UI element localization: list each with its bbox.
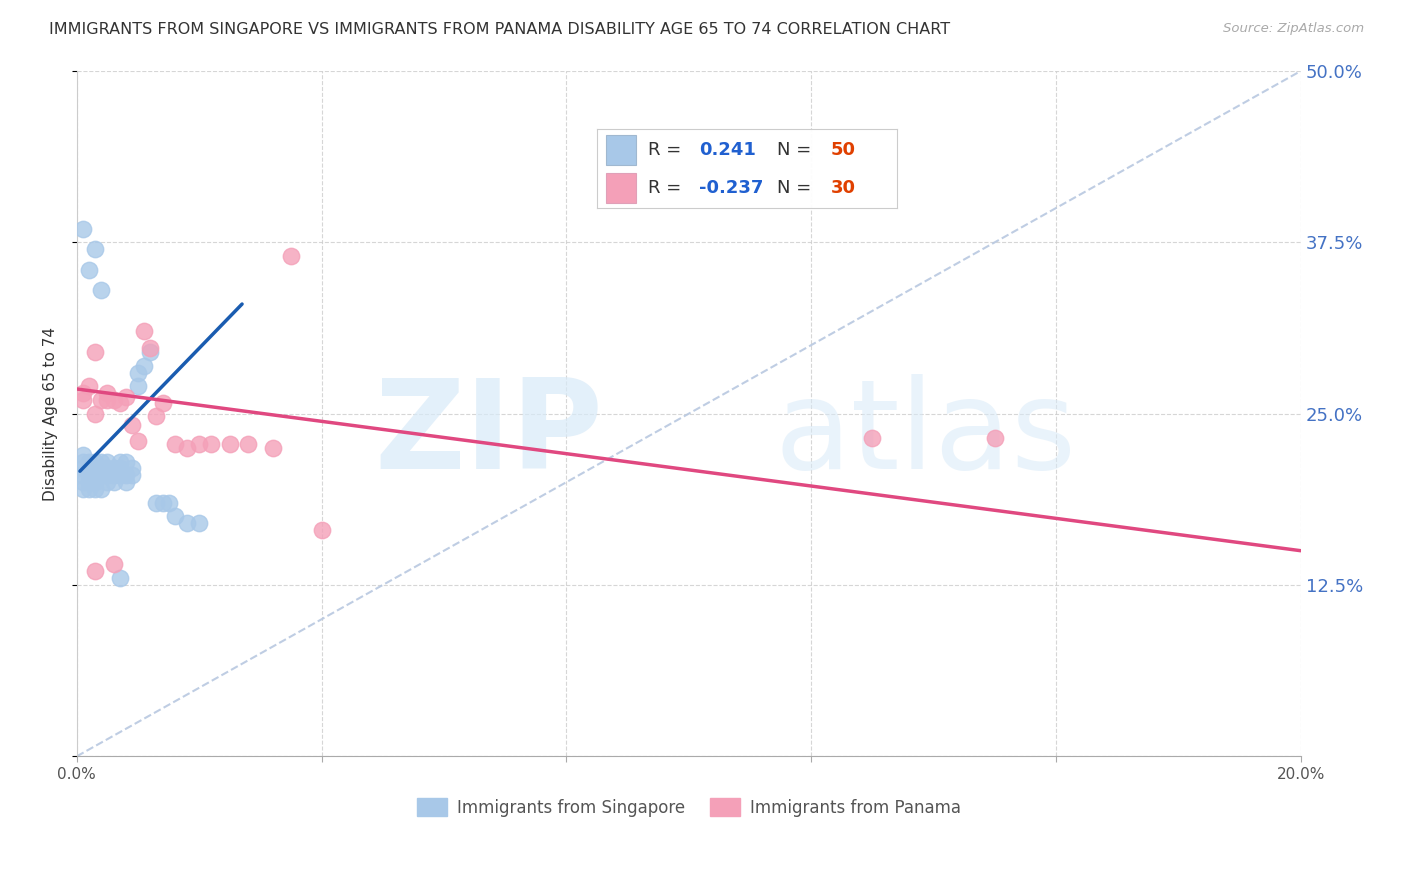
Point	[84, 475, 107, 490]
Point	[114, 475, 136, 490]
Point	[103, 468, 125, 483]
Text: atlas: atlas	[775, 374, 1077, 495]
Point	[188, 437, 211, 451]
Point	[139, 345, 162, 359]
Point	[77, 468, 100, 483]
Point	[163, 509, 186, 524]
Point	[114, 390, 136, 404]
Point	[127, 366, 149, 380]
Point	[134, 359, 156, 373]
Point	[176, 516, 198, 531]
Point	[983, 431, 1005, 445]
Point	[103, 392, 125, 407]
Point	[860, 431, 883, 445]
Point	[163, 437, 186, 451]
Point	[121, 417, 143, 432]
Text: Source: ZipAtlas.com: Source: ZipAtlas.com	[1223, 22, 1364, 36]
Point	[96, 461, 118, 475]
Point	[72, 221, 94, 235]
Point	[90, 468, 112, 483]
Point	[108, 461, 131, 475]
Point	[108, 468, 131, 483]
Point	[90, 283, 112, 297]
Point	[134, 325, 156, 339]
Point	[90, 392, 112, 407]
Point	[103, 461, 125, 475]
Point	[103, 475, 125, 490]
Point	[72, 461, 94, 475]
Point	[176, 441, 198, 455]
Point	[77, 262, 100, 277]
Point	[262, 441, 284, 455]
Point	[103, 558, 125, 572]
Y-axis label: Disability Age 65 to 74: Disability Age 65 to 74	[44, 326, 58, 500]
Point	[72, 448, 94, 462]
Point	[90, 455, 112, 469]
Point	[84, 468, 107, 483]
Point	[121, 461, 143, 475]
Point	[77, 475, 100, 490]
Point	[90, 482, 112, 496]
Point	[127, 379, 149, 393]
Point	[96, 386, 118, 401]
Point	[96, 455, 118, 469]
Point	[127, 434, 149, 448]
Point	[84, 482, 107, 496]
Point	[188, 516, 211, 531]
Text: IMMIGRANTS FROM SINGAPORE VS IMMIGRANTS FROM PANAMA DISABILITY AGE 65 TO 74 CORR: IMMIGRANTS FROM SINGAPORE VS IMMIGRANTS …	[49, 22, 950, 37]
Point	[145, 409, 167, 424]
Point	[218, 437, 240, 451]
Point	[84, 564, 107, 578]
Point	[72, 482, 94, 496]
Point	[145, 496, 167, 510]
Point	[72, 475, 94, 490]
Point	[84, 455, 107, 469]
Point	[238, 437, 260, 451]
Point	[90, 461, 112, 475]
Point	[108, 455, 131, 469]
Point	[84, 461, 107, 475]
Point	[108, 571, 131, 585]
Point	[77, 455, 100, 469]
Point	[77, 461, 100, 475]
Point	[114, 455, 136, 469]
Legend: Immigrants from Singapore, Immigrants from Panama: Immigrants from Singapore, Immigrants fr…	[411, 792, 967, 823]
Point	[200, 437, 222, 451]
Point	[108, 395, 131, 409]
Point	[121, 468, 143, 483]
Point	[77, 379, 100, 393]
Point	[96, 392, 118, 407]
Point	[72, 455, 94, 469]
Point	[72, 468, 94, 483]
Point	[152, 496, 174, 510]
Text: ZIP: ZIP	[374, 374, 603, 495]
Point	[84, 407, 107, 421]
Point	[84, 345, 107, 359]
Point	[311, 523, 333, 537]
Point	[72, 392, 94, 407]
Point	[157, 496, 180, 510]
Point	[114, 468, 136, 483]
Point	[84, 242, 107, 256]
Point	[96, 475, 118, 490]
Point	[72, 386, 94, 401]
Point	[139, 341, 162, 355]
Point	[77, 482, 100, 496]
Point	[96, 468, 118, 483]
Point	[152, 395, 174, 409]
Point	[280, 249, 302, 263]
